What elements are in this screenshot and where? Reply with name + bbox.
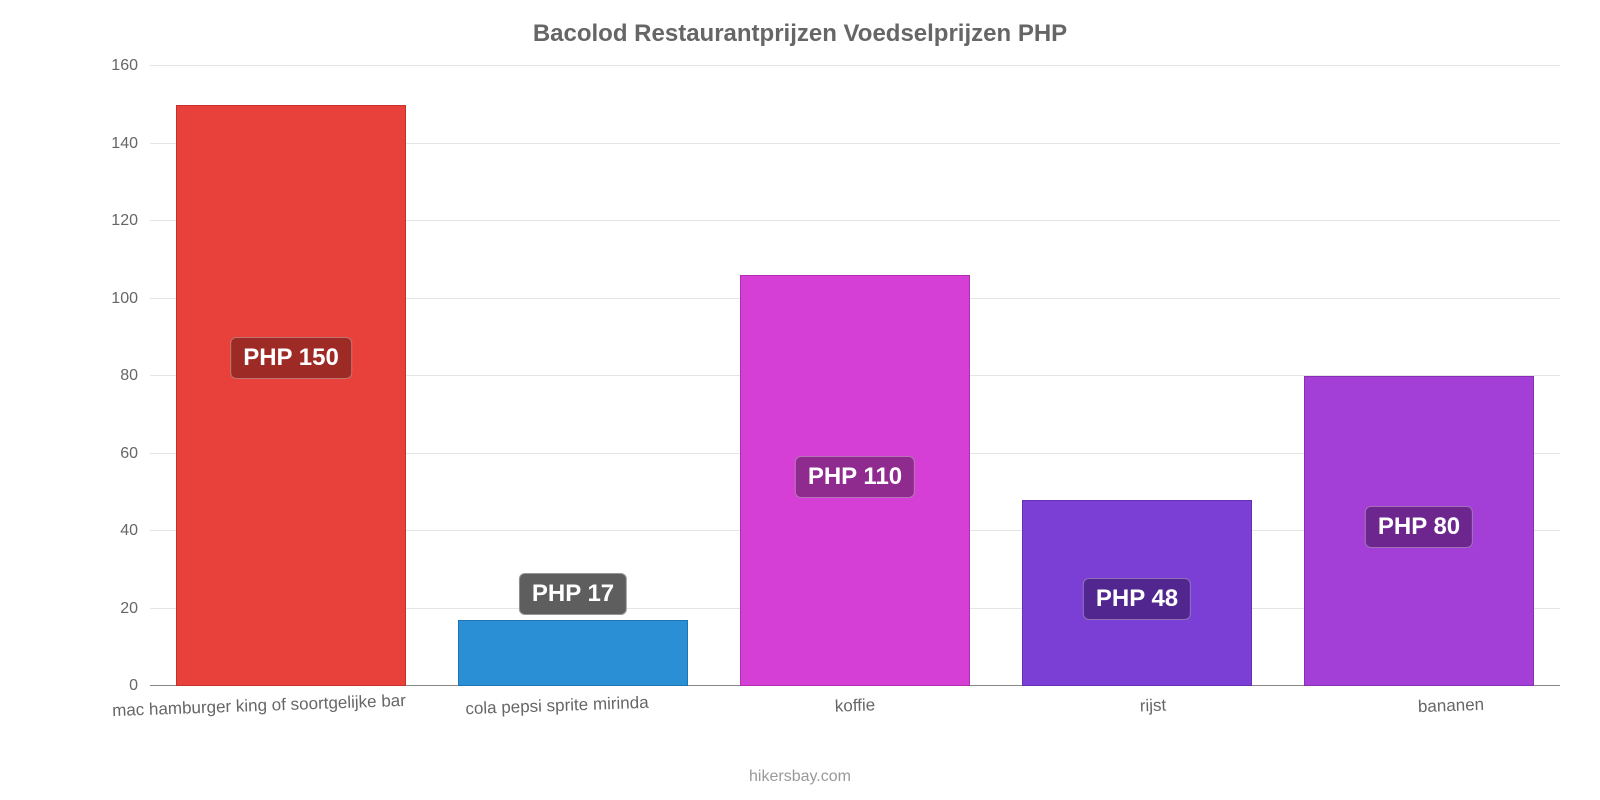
bar: PHP 110 xyxy=(740,275,970,686)
y-axis: 020406080100120140160 xyxy=(40,66,150,686)
bar-slot: PHP 80 xyxy=(1278,66,1560,686)
x-tick-label: bananen xyxy=(1302,691,1600,721)
bar-slot: PHP 48 xyxy=(996,66,1278,686)
bar-value-label: PHP 80 xyxy=(1365,506,1473,548)
bar-value-label: PHP 110 xyxy=(795,456,915,498)
y-tick-label: 140 xyxy=(48,135,138,153)
bar-value-label: PHP 17 xyxy=(519,573,627,615)
y-tick-label: 20 xyxy=(48,600,138,618)
chart-title: Bacolod Restaurantprijzen Voedselprijzen… xyxy=(40,20,1560,48)
x-tick-label: koffie xyxy=(706,691,1005,721)
y-tick-label: 120 xyxy=(48,212,138,230)
bar: PHP 17 xyxy=(458,620,688,686)
x-tick-label: rijst xyxy=(1004,691,1303,721)
x-tick-label: cola pepsi sprite mirinda xyxy=(408,691,707,721)
x-axis-labels: mac hamburger king of soortgelijke barco… xyxy=(110,696,1600,716)
bar: PHP 150 xyxy=(176,105,406,686)
bar-value-label: PHP 150 xyxy=(230,337,352,379)
price-bar-chart: Bacolod Restaurantprijzen Voedselprijzen… xyxy=(0,0,1600,800)
y-tick-label: 0 xyxy=(48,677,138,695)
bars-container: PHP 150 PHP 17 PHP 110 PHP 48 PHP 80 xyxy=(150,66,1560,686)
y-tick-label: 80 xyxy=(48,367,138,385)
bar-value-label: PHP 48 xyxy=(1083,578,1191,620)
y-tick-label: 60 xyxy=(48,445,138,463)
x-tick-label: mac hamburger king of soortgelijke bar xyxy=(110,691,409,721)
bar-slot: PHP 150 xyxy=(150,66,432,686)
plot-area: 020406080100120140160 PHP 150PHP 17PHP 1… xyxy=(40,66,1560,686)
bar: PHP 80 xyxy=(1304,376,1534,686)
bar-slot: PHP 17 xyxy=(432,66,714,686)
credit-text: hikersbay.com xyxy=(0,768,1600,786)
bar-slot: PHP 110 xyxy=(714,66,996,686)
y-tick-label: 160 xyxy=(48,57,138,75)
y-tick-label: 100 xyxy=(48,290,138,308)
bar: PHP 48 xyxy=(1022,500,1252,686)
y-tick-label: 40 xyxy=(48,522,138,540)
